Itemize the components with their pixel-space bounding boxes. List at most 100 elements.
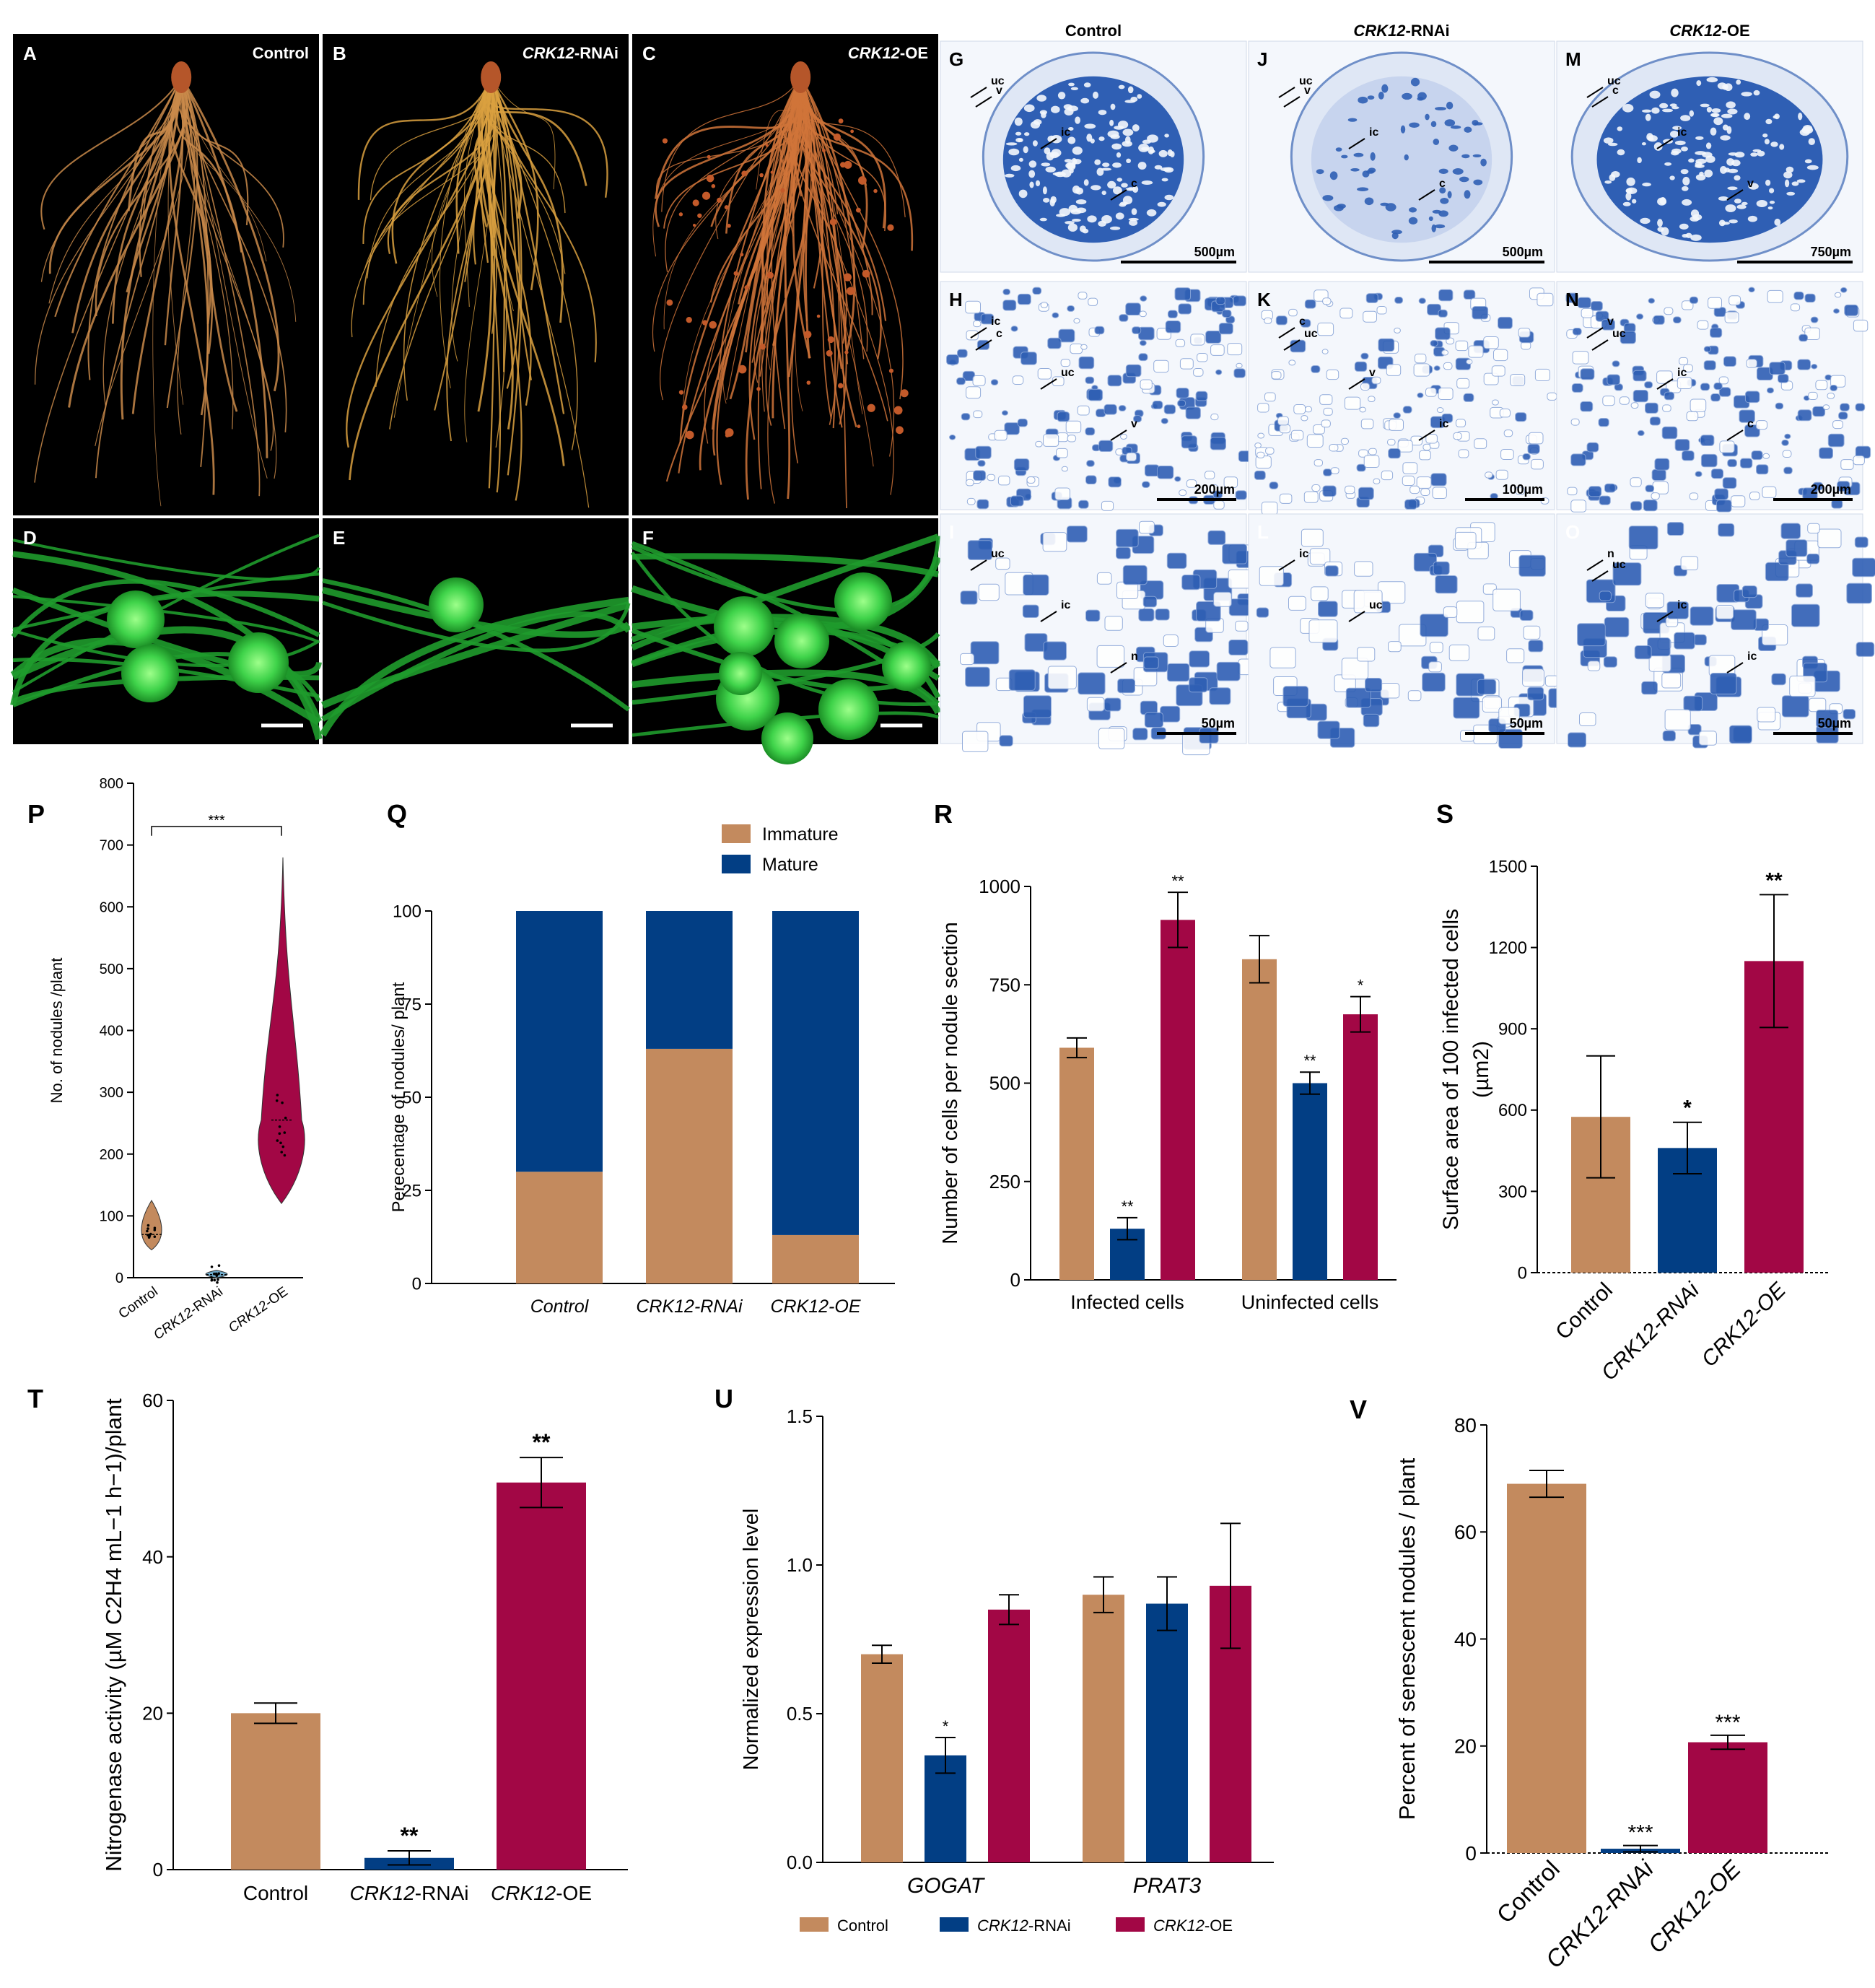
cell [1129,219,1138,226]
cell [1785,179,1790,188]
cell [1161,178,1168,182]
cell [1464,190,1471,199]
cell [1498,707,1520,725]
cell [1060,359,1071,367]
cell [1005,173,1015,178]
cell [1413,363,1430,377]
cell [1718,387,1731,397]
cell [1321,419,1331,428]
legend-label: Mature [762,855,818,875]
root-strand [490,77,539,291]
cell [1748,287,1755,293]
cell [1625,188,1633,193]
cell [1695,174,1706,181]
cell [1680,169,1689,175]
cell [1394,327,1401,333]
histology-label: c [1131,178,1137,190]
cell [1181,435,1197,449]
y-axis-title: Percent of senescent nodules / plant [1394,1457,1420,1820]
nodule-histology: Control CRK12-RNAi CRK12-OEuciccv500µmGuci… [940,22,1875,756]
cell [1822,404,1830,411]
nodule-dot [844,160,852,169]
cell [1454,531,1477,549]
cell [1591,301,1603,311]
panel-letter: B [333,43,346,64]
cell [1269,647,1296,668]
cell [1769,188,1775,193]
cell [949,435,956,440]
cell [1354,561,1373,577]
cell [1827,433,1845,448]
cell [1769,362,1786,375]
root-gfp-strand [320,601,630,709]
cell [1438,309,1448,318]
cell [1119,314,1129,322]
root-crown [171,61,192,93]
histology-column-title: CRK12-RNAi [1353,22,1449,40]
cell [1353,590,1383,614]
cell [997,475,1010,486]
cell [1453,697,1480,719]
cell [1815,380,1828,391]
cell [1438,388,1454,400]
cell [1152,401,1163,409]
nodule-dot [857,424,861,429]
panel-letter: S [1436,799,1454,829]
nodule-dot [900,389,909,398]
cell [1455,419,1467,427]
cell [1039,217,1047,222]
cell [1527,686,1544,701]
cell [1674,632,1695,650]
histology-label: uc [1612,328,1626,340]
nodule-dot [725,433,730,438]
nodule-dot [724,205,729,210]
histology-label: c [996,328,1002,340]
root-strand [483,77,523,219]
cell [1762,486,1777,498]
cell [1720,135,1731,141]
cell [957,349,968,358]
cell [1113,186,1122,195]
cell [1087,215,1097,223]
data-point [213,1272,216,1276]
cell [1330,467,1339,474]
cell [1378,338,1395,352]
y-tick-label: 0.5 [787,1703,813,1725]
nodule-dot [843,273,852,282]
nodule-dot [821,149,826,153]
cell [1365,678,1383,692]
panel-letter: M [1565,48,1581,70]
cell [1697,320,1709,330]
x-tick-label: CRK12-OE [770,1296,860,1317]
histology-label: ic [1677,126,1687,139]
cell [1078,672,1106,695]
cell [972,375,986,386]
cell [1710,393,1721,402]
y-tick-label: 600 [1498,1101,1527,1120]
label-italic: CRK12 [848,44,901,62]
cell [1326,369,1339,380]
cell [1389,419,1404,431]
cell [1257,432,1265,439]
cell [1700,453,1718,468]
cell [1588,486,1602,497]
root-strand [180,77,209,416]
label-italic: CRK12 [977,1917,1028,1935]
cell [1078,292,1088,300]
root-strand [710,77,802,227]
cell [1119,201,1128,206]
cell [1014,117,1023,126]
cell [1812,406,1826,417]
cell [1649,90,1661,99]
cell [1311,365,1321,373]
panel-letter: P [27,799,45,829]
cell [1645,402,1658,414]
cell [1746,359,1757,368]
cell [1433,139,1440,145]
cell [1387,438,1396,446]
cell [1710,673,1737,694]
cell [1653,142,1663,151]
cell [1806,165,1819,170]
cell [1098,440,1114,453]
cell [1067,136,1076,144]
